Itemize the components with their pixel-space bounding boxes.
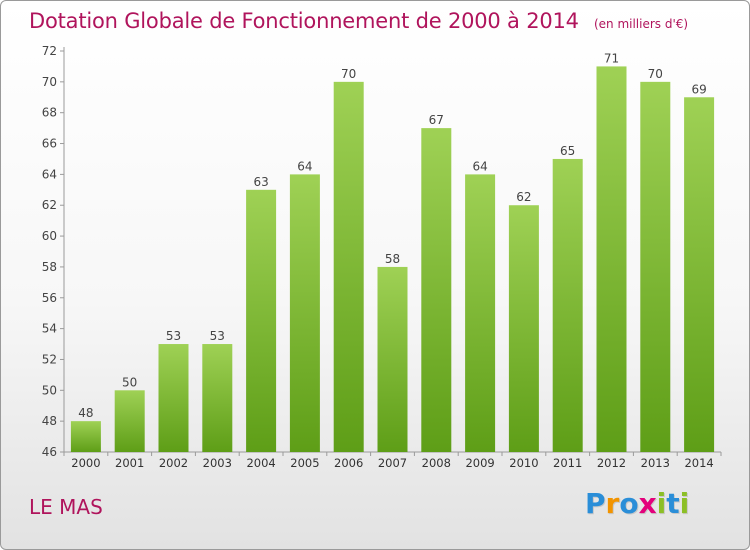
y-tick-label: 48	[42, 414, 57, 428]
x-tick-label: 2006	[334, 456, 363, 470]
bar-value-label: 65	[560, 144, 575, 158]
x-tick-label: 2008	[422, 456, 451, 470]
y-tick-label: 70	[42, 75, 57, 89]
bar	[246, 189, 277, 453]
x-tick-label: 2001	[115, 456, 144, 470]
bar-value-label: 48	[78, 406, 93, 420]
bar	[70, 421, 101, 452]
bar-value-label: 53	[210, 329, 225, 343]
bar-value-label: 71	[604, 51, 619, 65]
y-axis: 46 48 50 52 54 56 58 60 62 64 66 68 70 72	[42, 44, 65, 459]
x-tick-label: 2012	[597, 456, 626, 470]
bar-value-label: 53	[166, 329, 181, 343]
logo-letter: t	[666, 487, 680, 520]
x-tick-label: 2004	[246, 456, 275, 470]
x-tick-label: 2009	[465, 456, 494, 470]
y-tick-label: 60	[42, 229, 57, 243]
bar	[508, 205, 539, 452]
bar-value-label: 58	[385, 252, 400, 266]
bar-value-label: 70	[341, 67, 356, 81]
bar	[684, 97, 715, 453]
bar	[377, 266, 408, 452]
y-tick-label: 54	[42, 322, 57, 336]
bar-value-label: 50	[122, 375, 137, 389]
title-row: Dotation Globale de Fonctionnement de 20…	[29, 9, 688, 33]
logo-letter: x	[638, 487, 657, 520]
y-tick-label: 62	[42, 198, 57, 212]
bar-value-label: 67	[429, 113, 444, 127]
bar-value-label: 69	[691, 82, 706, 96]
bar	[596, 66, 627, 452]
y-tick-label: 58	[42, 260, 57, 274]
y-tick-label: 46	[42, 445, 57, 459]
x-tick-label: 2003	[203, 456, 232, 470]
y-tick-label: 64	[42, 167, 57, 181]
bar-value-label: 63	[253, 175, 268, 189]
x-tick-label: 2010	[509, 456, 538, 470]
y-tick-label: 50	[42, 383, 57, 397]
x-tick-label: 2002	[159, 456, 188, 470]
bar	[552, 158, 583, 452]
chart-subtitle: (en milliers d'€)	[593, 17, 689, 31]
bars	[70, 66, 715, 453]
bar-labels: 48 50 53 53 63 64 70 58 67 64 62 65 71 70 69	[78, 51, 706, 420]
y-tick-label: 66	[42, 137, 57, 151]
bar-value-label: 64	[297, 159, 312, 173]
logo-letter: P	[585, 487, 606, 520]
bar	[158, 344, 189, 452]
logo-letter: i	[679, 487, 690, 520]
x-tick-label: 2013	[641, 456, 670, 470]
y-tick-label: 52	[42, 352, 57, 366]
bar	[289, 174, 320, 452]
x-tick-label: 2011	[553, 456, 582, 470]
y-tick-label: 56	[42, 291, 57, 305]
bar-value-label: 62	[516, 190, 531, 204]
logo-letter: i	[656, 487, 667, 520]
bar	[202, 344, 233, 452]
x-axis: 2000 2001 2002 2003 2004 2005 2006 2007 2008 2009…	[63, 451, 722, 470]
logo-letter: r	[605, 487, 620, 520]
bar	[640, 81, 671, 452]
x-tick-label: 2005	[290, 456, 319, 470]
bar	[114, 390, 145, 452]
commune-name: LE MAS	[29, 495, 103, 519]
x-tick-label: 2000	[71, 456, 100, 470]
proxiti-logo: Proxiti	[585, 487, 689, 520]
bar-value-label: 64	[472, 159, 487, 173]
y-tick-label: 72	[42, 44, 57, 58]
bar	[465, 174, 496, 452]
bar	[421, 128, 452, 452]
chart-title: Dotation Globale de Fonctionnement de 20…	[29, 9, 579, 33]
y-tick-label: 68	[42, 106, 57, 120]
x-tick-label: 2007	[378, 456, 407, 470]
bar-value-label: 70	[648, 67, 663, 81]
x-tick-label: 2014	[684, 456, 713, 470]
logo-letter: o	[619, 487, 639, 520]
bar	[333, 81, 364, 452]
